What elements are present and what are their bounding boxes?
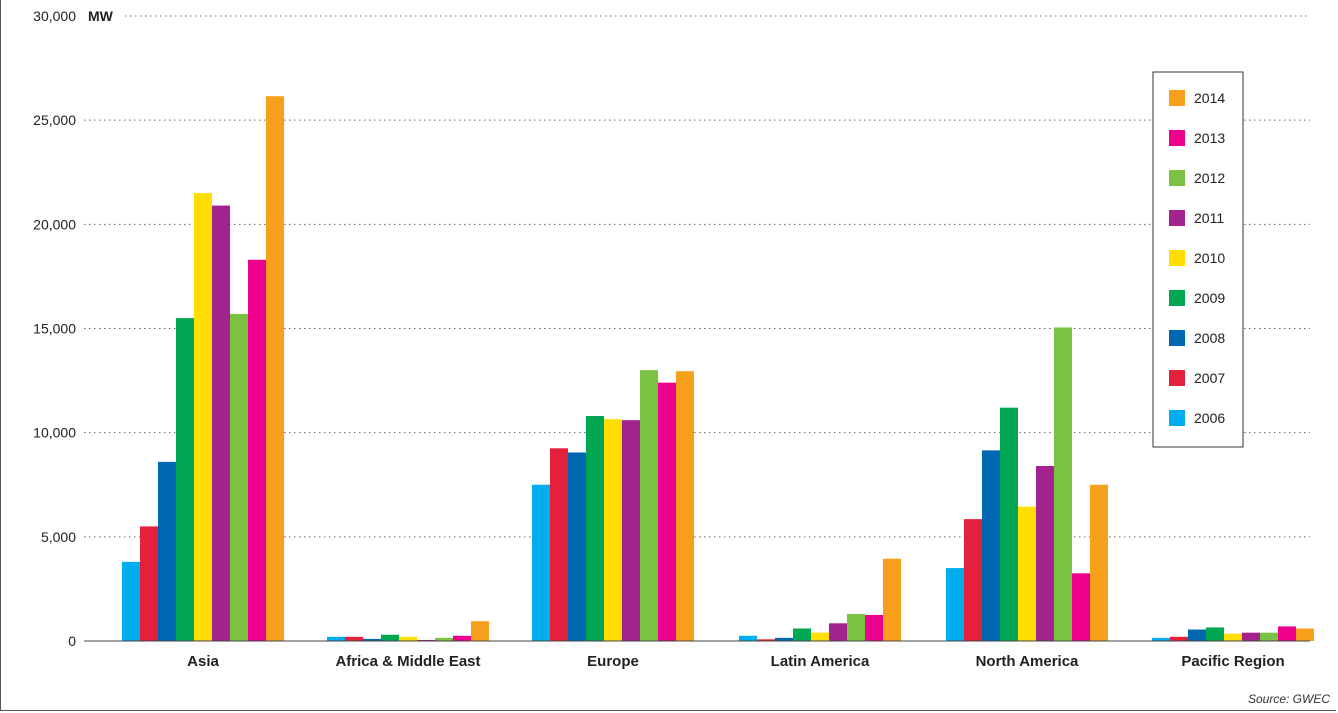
bar-2012-0: [230, 313, 248, 641]
bar-2007-5: [1170, 636, 1188, 641]
legend-label-2010: 2010: [1194, 250, 1225, 266]
legend-swatch-2013: [1169, 130, 1185, 146]
legend-label-2007: 2007: [1194, 370, 1225, 386]
legend-label-2014: 2014: [1194, 90, 1225, 106]
y-axis-unit-label: MW: [88, 8, 114, 24]
x-category-label: Europe: [587, 653, 639, 670]
bar-2008-2: [568, 452, 586, 641]
x-axis: Asia Africa & Middle East Europe Latin Amer…: [84, 640, 1310, 670]
bar-2012-3: [847, 613, 865, 641]
bar-2014-4: [1090, 484, 1108, 641]
bar-2013-5: [1278, 626, 1296, 641]
bar-2006-1: [327, 636, 345, 641]
x-category-label: Africa & Middle East: [335, 653, 480, 670]
bar-2013-2: [658, 382, 676, 641]
bar-2008-4: [982, 450, 1000, 641]
bar-2011-3: [829, 623, 847, 641]
bar-2010-0: [194, 193, 212, 642]
bar-2009-1: [381, 634, 399, 641]
legend-label-2012: 2012: [1194, 170, 1225, 186]
y-tick-label: 20,000: [33, 216, 76, 232]
legend: 2014 2013 2012 2011 2010 2009 2008 2007 2006: [1152, 71, 1244, 448]
bar-2012-2: [640, 370, 658, 641]
bar-2010-2: [604, 419, 622, 641]
bar-2009-0: [176, 318, 194, 641]
bar-2008-5: [1188, 629, 1206, 641]
legend-swatch-2014: [1169, 90, 1185, 106]
bar-2007-4: [964, 519, 982, 641]
legend-swatch-2009: [1169, 290, 1185, 306]
bar-2013-1: [453, 635, 471, 641]
bar-2014-3: [883, 558, 901, 641]
bar-2007-3: [757, 639, 775, 641]
bar-2006-3: [739, 635, 757, 641]
bar-2007-2: [550, 448, 568, 641]
x-category-label: Asia: [187, 653, 219, 670]
bar-2013-0: [248, 259, 266, 641]
bar-2014-2: [676, 371, 694, 641]
legend-swatch-2012: [1169, 170, 1185, 186]
legend-label-2006: 2006: [1194, 410, 1225, 426]
bar-2010-1: [399, 636, 417, 641]
bar-2009-5: [1206, 627, 1224, 641]
bar-2010-4: [1018, 506, 1036, 641]
bar-2007-0: [140, 526, 158, 641]
legend-swatch-2006: [1169, 410, 1185, 426]
y-tick-label: 5,000: [41, 529, 76, 545]
bar-2013-3: [865, 614, 883, 641]
bar-2011-2: [622, 420, 640, 641]
legend-label-2009: 2009: [1194, 290, 1225, 306]
y-tick-label: 0: [68, 633, 76, 649]
legend-swatch-2008: [1169, 330, 1185, 346]
bar-2010-3: [811, 632, 829, 641]
legend-swatch-2010: [1169, 250, 1185, 266]
bar-2008-3: [775, 637, 793, 641]
bar-2008-1: [363, 638, 381, 641]
bar-2006-5: [1152, 637, 1170, 641]
bar-2006-2: [532, 484, 550, 641]
bar-2011-5: [1242, 632, 1260, 641]
y-tick-label: 15,000: [33, 321, 76, 337]
bar-2007-1: [345, 636, 363, 641]
legend-swatch-2011: [1169, 210, 1185, 226]
bar-2012-5: [1260, 632, 1278, 641]
bar-2014-1: [471, 621, 489, 641]
bar-2009-4: [1000, 407, 1018, 641]
y-tick-label: 25,000: [33, 112, 76, 128]
bar-2006-4: [946, 568, 964, 641]
bar-2014-5: [1296, 628, 1314, 641]
legend-label-2008: 2008: [1194, 330, 1225, 346]
bar-2006-0: [122, 561, 140, 641]
bar-2014-0: [266, 96, 284, 642]
source-note: Source: GWEC: [1248, 692, 1330, 706]
bar-2011-1: [417, 639, 435, 641]
bar-2008-0: [158, 461, 176, 641]
y-tick-label: 10,000: [33, 425, 76, 441]
legend-box: [1152, 71, 1244, 448]
legend-label-2013: 2013: [1194, 130, 1225, 146]
y-tick-label: 30,000: [33, 8, 76, 24]
bar-2010-5: [1224, 633, 1242, 641]
bar-2012-4: [1054, 327, 1072, 641]
legend-label-2011: 2011: [1194, 210, 1224, 226]
bar-2012-1: [435, 637, 453, 641]
bars: [122, 96, 1314, 642]
x-category-label: Latin America: [771, 653, 870, 670]
x-category-label: Pacific Region: [1181, 653, 1284, 670]
bar-2011-4: [1036, 466, 1054, 641]
y-axis: 0 5,000 10,000 15,000 20,000 25,000 30,000: [33, 8, 76, 649]
bar-2009-3: [793, 628, 811, 641]
bar-2009-2: [586, 416, 604, 641]
bar-2011-0: [212, 205, 230, 642]
x-category-label: North America: [976, 653, 1079, 670]
legend-swatch-2007: [1169, 370, 1185, 386]
bar-2013-4: [1072, 573, 1090, 641]
